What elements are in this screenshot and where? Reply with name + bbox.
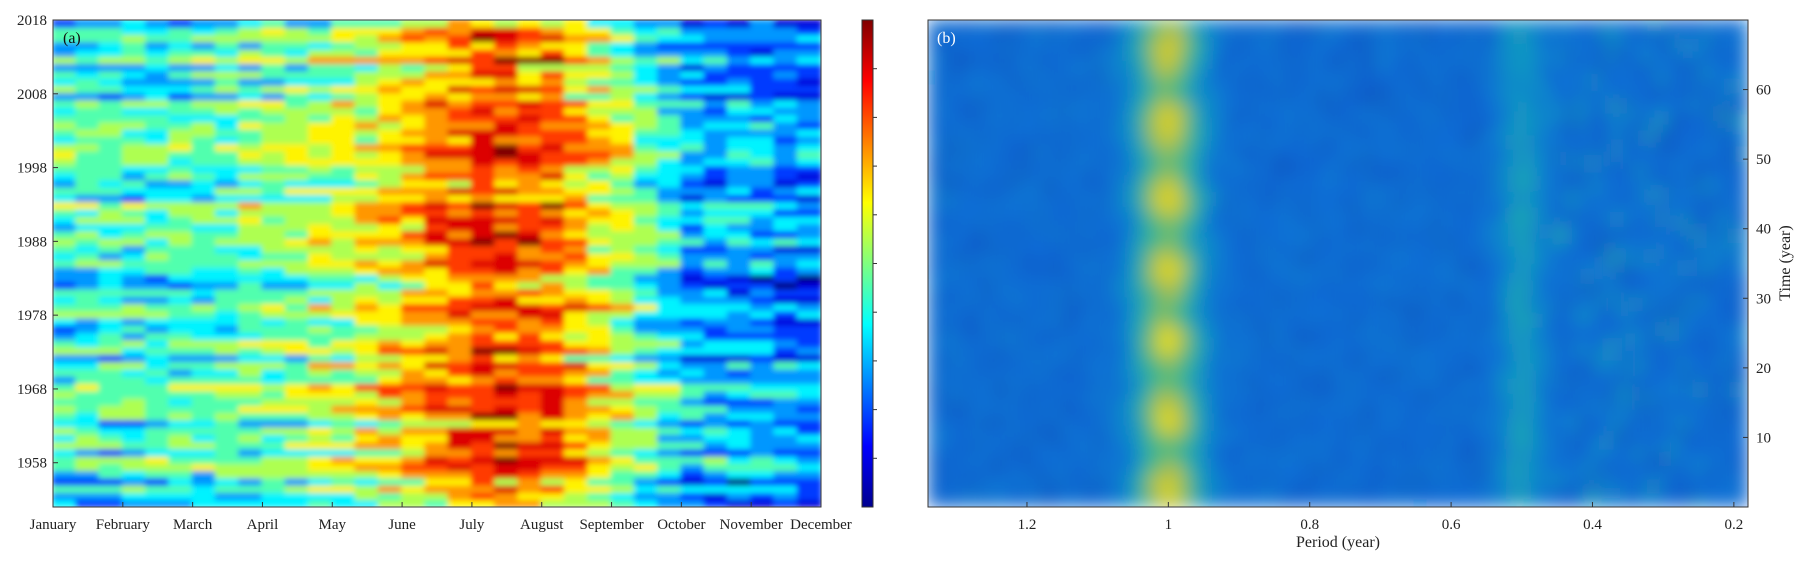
y-tick-label-b: 10: [1756, 430, 1771, 446]
x-tick-label-b: 1.2: [1018, 517, 1037, 533]
y-tick-label-b: 50: [1756, 152, 1771, 168]
heatmap-b-cells: [928, 20, 1748, 507]
y-tick-label-b: 20: [1756, 361, 1771, 377]
x-tick-label-b: 0.6: [1442, 517, 1461, 533]
x-tick-label-b: 0.8: [1300, 517, 1319, 533]
colorbar-ticks: [873, 68, 877, 459]
y-ticks-a: 1958 1968 1978 1988 1998 2008 2018: [17, 13, 58, 472]
y-tick-label-a: 2008: [17, 87, 47, 103]
y-tick-label-a: 2018: [17, 13, 47, 29]
y-tick-label-a: 1958: [17, 456, 47, 472]
x-tick-label-a: March: [173, 517, 213, 533]
x-ticks-b: 1.2 1 0.8 0.6 0.4 0.2: [1018, 502, 1743, 533]
y-tick-label-a: 1998: [17, 161, 47, 177]
x-axis-title-b: Period (year): [1296, 534, 1380, 551]
x-tick-label-a: September: [579, 517, 643, 533]
y-tick-label-a: 1988: [17, 234, 47, 250]
x-tick-label-a: October: [657, 517, 705, 533]
panel-b: (b) 1.2 1 0.8 0.6 0.4 0.2 10 20 30 40 50 60 Period…: [927, 19, 1794, 551]
x-tick-label-b: 0.4: [1583, 517, 1602, 533]
x-ticks-a: January February March April May June July Augu…: [30, 502, 852, 533]
panel-a: (a) January February March April May June July…: [17, 13, 877, 533]
plot-frame-b: [927, 19, 1749, 508]
y-axis-title-b: Time (year): [1777, 225, 1794, 300]
x-tick-label-a: December: [790, 517, 852, 533]
y-tick-label-b: 60: [1756, 83, 1771, 99]
x-tick-label-a: February: [96, 517, 151, 533]
y-ticks-b: 10 20 30 40 50 60: [1743, 83, 1771, 446]
panel-label-a: (a): [63, 30, 81, 47]
x-tick-label-a: May: [319, 517, 347, 533]
x-tick-label-a: November: [720, 517, 783, 533]
colorbar: [861, 19, 874, 508]
panel-label-b: (b): [937, 30, 956, 47]
plot-frame-a: [52, 19, 822, 508]
x-tick-label-b: 1: [1165, 517, 1173, 533]
y-tick-label-b: 30: [1756, 291, 1771, 307]
heatmap-a-cells: [53, 20, 821, 507]
x-tick-label-b: 0.2: [1724, 517, 1743, 533]
y-tick-label-a: 1968: [17, 382, 47, 398]
x-tick-label-a: April: [247, 517, 279, 533]
x-tick-label-a: August: [520, 517, 564, 533]
y-tick-label-a: 1978: [17, 308, 47, 324]
x-tick-label-a: January: [30, 517, 77, 533]
y-tick-label-b: 40: [1756, 222, 1771, 238]
x-tick-label-a: June: [388, 517, 416, 533]
x-tick-label-a: July: [459, 517, 485, 533]
